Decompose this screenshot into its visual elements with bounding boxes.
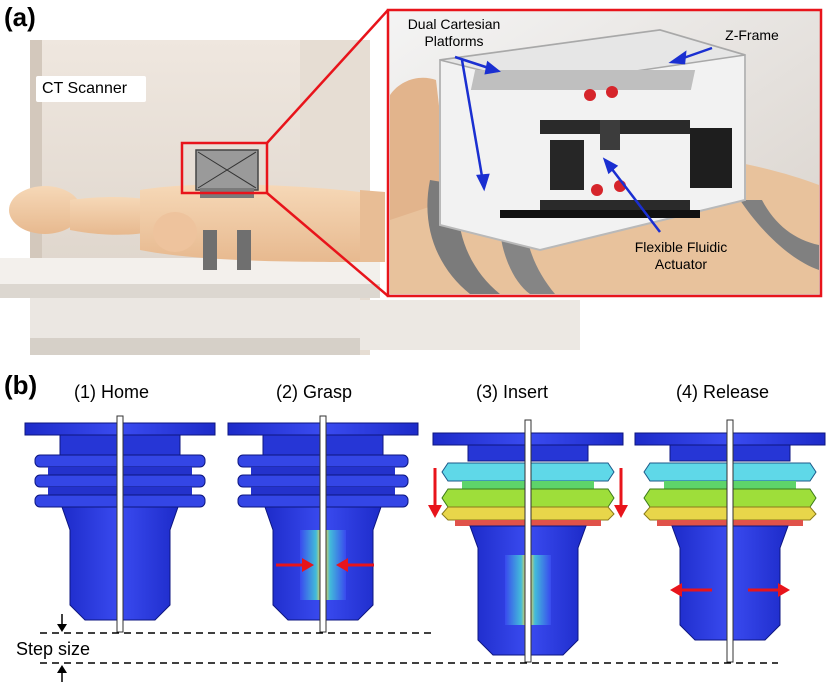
actuator-callout-line2: Actuator xyxy=(654,256,708,272)
ct-scanner-label: CT Scanner xyxy=(42,80,128,97)
platforms-callout-line2: Platforms xyxy=(424,33,484,49)
platforms-callout-line1: Dual Cartesian xyxy=(407,16,501,32)
step-size-guides xyxy=(40,614,778,682)
stage-label-grasp: (2) Grasp xyxy=(276,382,353,402)
ct-scanner-label-box: CT Scanner xyxy=(36,76,146,102)
actuator-release xyxy=(634,419,826,663)
platforms-callout: Dual Cartesian Platforms xyxy=(395,16,513,50)
callout-arrows xyxy=(454,46,713,233)
actuator-home xyxy=(24,415,216,633)
patient-figure xyxy=(9,184,385,262)
zoom-indicator xyxy=(180,9,389,297)
stage-label-insert: (3) Insert xyxy=(476,382,549,402)
actuator-insert xyxy=(428,419,628,663)
stage-label-release: (4) Release xyxy=(676,382,770,402)
actuator-callout-line1: Flexible Fluidic xyxy=(634,239,728,255)
zframe-callout: Z-Frame xyxy=(725,27,779,43)
panel-b-label: (b) xyxy=(4,370,38,400)
actuator-grasp xyxy=(227,415,419,633)
panel-a-label: (a) xyxy=(4,2,36,32)
actuator-callout: Flexible Fluidic Actuator xyxy=(616,239,746,273)
stage-label-home: (1) Home xyxy=(74,382,150,402)
step-size-label: Step size xyxy=(16,639,91,659)
